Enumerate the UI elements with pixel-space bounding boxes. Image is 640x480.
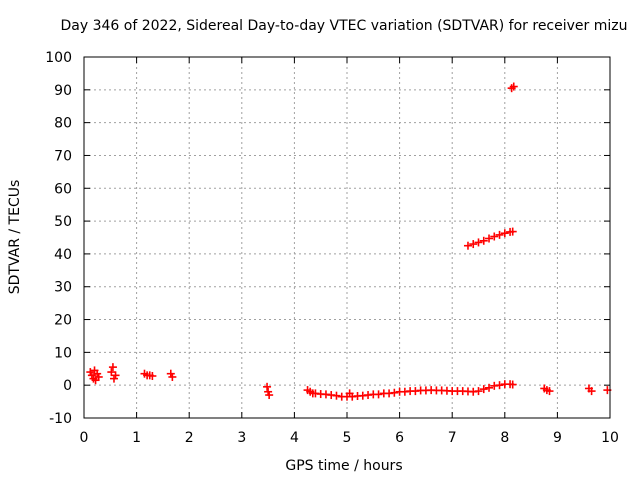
data-point [474,238,483,247]
data-point [479,236,488,245]
data-point [508,227,517,236]
data-point [332,391,341,400]
y-tick-label: 40 [54,247,72,263]
y-tick-label: 80 [54,116,72,132]
x-tick-label: 10 [601,430,619,446]
data-point [508,380,517,389]
data-point [108,363,117,372]
x-tick-label: 5 [343,430,352,446]
data-point [495,381,504,390]
y-tick-label: 10 [54,345,72,361]
x-tick-label: 9 [553,430,562,446]
x-tick-label: 8 [500,430,509,446]
data-point [111,371,120,380]
data-point [485,234,494,243]
data-point [587,387,596,396]
y-tick-label: 50 [54,214,72,230]
data-point [390,388,399,397]
data-point [545,387,554,396]
data-point [463,241,472,250]
data-point [509,82,518,91]
y-tick-label: 70 [54,148,72,164]
y-tick-label: 20 [54,313,72,329]
data-point [500,229,509,238]
data-point [265,391,274,400]
data-point [469,240,478,249]
x-axis-label: GPS time / hours [285,458,402,474]
plot-frame [83,56,611,419]
y-tick-label: 100 [45,50,72,66]
data-point [495,230,504,239]
y-tick-label: -10 [49,411,72,427]
x-tick-label: 7 [448,430,457,446]
x-tick-label: 2 [185,430,194,446]
y-tick-label: 90 [54,83,72,99]
grid-lines [84,57,610,418]
data-point [148,371,157,380]
chart-title: Day 346 of 2022, Sidereal Day-to-day VTE… [61,18,628,34]
x-tick-label: 4 [290,430,299,446]
data-point [485,383,494,392]
data-series-sdtvar [86,82,612,401]
y-tick-labels: -10 0 10 20 30 40 50 60 70 80 90 100 [45,50,72,427]
y-tick-label: 0 [63,378,72,394]
x-tick-labels: 0 1 2 3 4 5 6 7 8 9 10 [80,430,619,446]
data-point [94,372,103,381]
data-point [168,372,177,381]
data-point [263,382,272,391]
axis-ticks [83,56,611,419]
x-tick-label: 3 [237,430,246,446]
data-point [479,385,488,394]
y-tick-label: 30 [54,280,72,296]
data-point [107,368,116,377]
y-tick-label: 60 [54,181,72,197]
data-point [474,387,483,396]
y-axis-label: SDTVAR / TECUs [7,180,23,295]
x-tick-label: 0 [80,430,89,446]
x-tick-label: 1 [132,430,141,446]
data-point [374,390,383,399]
data-point [490,232,499,241]
x-tick-label: 6 [395,430,404,446]
